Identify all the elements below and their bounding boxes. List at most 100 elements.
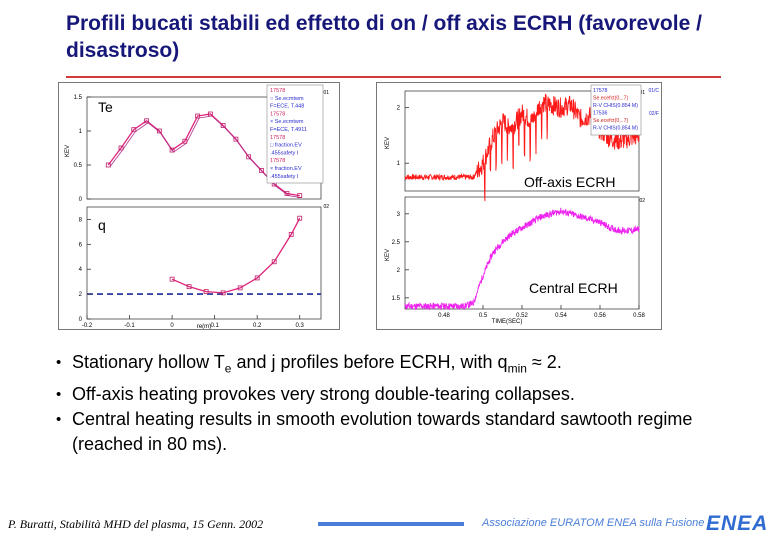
q-data-point bbox=[297, 215, 303, 221]
left-legend-entry: F=ECE, T.4911 bbox=[270, 127, 307, 133]
right-legend-box bbox=[590, 84, 642, 136]
left-legend-entry: × fraction.EV bbox=[270, 166, 302, 172]
left-panel-tag: 02 bbox=[323, 204, 329, 210]
te-y-tick-label: 1.5 bbox=[74, 95, 83, 101]
left-legend-entry: F=ECE, T.448 bbox=[270, 104, 304, 110]
te-data-point bbox=[297, 193, 303, 198]
te-y-tick-label: 1 bbox=[79, 129, 83, 135]
right-legend-entry: 17536 bbox=[593, 111, 608, 117]
x-tick-label: 0.2 bbox=[253, 323, 262, 329]
left-profile-plot: 1.5 1 0.5 0 KEV 8 6 4 2 0 -0.2 -0.1 0 0.1 0.2 0.3 re(m) 0… bbox=[58, 82, 340, 330]
time-tick-label: 0.56 bbox=[594, 313, 606, 319]
te-data-point bbox=[169, 147, 175, 153]
te-data-point bbox=[246, 154, 252, 160]
title-underline bbox=[66, 76, 721, 78]
left-legend-entry: .455safety I bbox=[270, 174, 299, 180]
bullet-item-2: Off-axis heating provokes very strong do… bbox=[56, 382, 756, 407]
x-tick-label: -0.1 bbox=[124, 323, 135, 329]
left-panel-tag: 01 bbox=[323, 90, 329, 96]
top-y-tick-label: 2 bbox=[397, 106, 401, 112]
right-legend-entry: Se.ecefct(0,..7) bbox=[593, 118, 628, 124]
q-y-tick-label: 0 bbox=[79, 317, 83, 323]
q-y-tick-label: 4 bbox=[79, 267, 83, 273]
te-data-point bbox=[156, 128, 162, 134]
x-tick-label: -0.2 bbox=[82, 323, 93, 329]
bottom-y-axis-label: KEV bbox=[385, 249, 391, 261]
q-curve bbox=[171, 217, 301, 294]
bottom-y-tick-label: 2.5 bbox=[392, 240, 401, 246]
time-tick-label: 0.58 bbox=[633, 313, 645, 319]
central-signal bbox=[404, 207, 640, 311]
right-panel-tag: 02 bbox=[639, 198, 645, 204]
left-legend-entry: 17578 bbox=[270, 135, 285, 141]
te-data-point bbox=[284, 191, 290, 196]
time-tick-label: 0.52 bbox=[516, 313, 528, 319]
time-tick-label: 0.5 bbox=[479, 313, 488, 319]
right-plot-svg: 2 1 KEV 3 2.5 2 1.5 KEV 0.48 0.5 0.52 0.54 0.56 0.58 T… bbox=[385, 84, 659, 325]
q-data-point bbox=[237, 285, 243, 291]
bottom-y-tick-label: 2 bbox=[397, 268, 401, 274]
te-data-point bbox=[118, 145, 124, 151]
left-legend-entry: ○ Se.ecmtwm bbox=[270, 96, 304, 102]
time-tick-label: 0.54 bbox=[555, 313, 567, 319]
te-data-point bbox=[207, 111, 213, 117]
footer-divider bbox=[318, 522, 464, 526]
te-y-tick-label: 0 bbox=[79, 197, 83, 203]
central-series bbox=[404, 207, 640, 311]
bullet-list: Stationary hollow Te and j profiles befo… bbox=[56, 350, 756, 457]
te-y-tick-label: 0.5 bbox=[74, 163, 83, 169]
right-legend-entry: R-V CHIS(0.854 M) bbox=[593, 126, 638, 132]
right-legend-tag: 01/C bbox=[648, 88, 659, 94]
q-data-point bbox=[220, 290, 226, 296]
time-tick-label: 0.48 bbox=[438, 313, 450, 319]
top-y-tick-label: 1 bbox=[397, 161, 401, 167]
te-y-axis-label: KEV bbox=[65, 145, 71, 157]
left-legend-entry: 17578 bbox=[270, 88, 285, 94]
right-legend-entry: R-V CHIS(0.854 M) bbox=[593, 103, 638, 109]
q-data-point bbox=[186, 284, 192, 290]
te-data-point bbox=[195, 113, 201, 119]
bottom-y-tick-label: 1.5 bbox=[392, 296, 401, 302]
right-legend-tag: 02/F bbox=[649, 111, 659, 117]
q-label: q bbox=[96, 217, 108, 233]
enea-logo: ENEA bbox=[706, 512, 769, 535]
left-legend-entry: 17578 bbox=[270, 111, 285, 117]
te-data-point bbox=[144, 118, 149, 124]
left-legend-entry: .455safety I bbox=[270, 150, 299, 156]
bullet-item-1: Stationary hollow Te and j profiles befo… bbox=[56, 350, 756, 382]
footer-author: P. Buratti, Stabilità MHD del plasma, 15… bbox=[8, 517, 264, 531]
x-tick-label: 0.3 bbox=[296, 323, 305, 329]
q-data-point bbox=[288, 231, 294, 237]
x-tick-label: 0.1 bbox=[210, 323, 219, 329]
right-legend-entry: 17578 bbox=[593, 88, 608, 94]
te-data-point bbox=[105, 162, 111, 168]
q-data-point bbox=[169, 276, 175, 282]
top-y-axis-label: KEV bbox=[385, 137, 391, 149]
right-x-axis-label: TIME(SEC) bbox=[492, 319, 523, 325]
left-legend-entry: 17578 bbox=[270, 158, 285, 164]
central-ecrh-label: Central ECRH bbox=[527, 280, 620, 296]
off-axis-ecrh-label: Off-axis ECRH bbox=[522, 174, 618, 190]
te-data-point bbox=[182, 138, 188, 144]
te-data-point bbox=[233, 136, 239, 142]
q-frame bbox=[86, 206, 322, 320]
x-tick-label: 0 bbox=[170, 323, 174, 329]
q-data-point bbox=[271, 259, 277, 265]
footer-association: Associazione EURATOM ENEA sulla Fusione bbox=[482, 517, 705, 529]
q-y-tick-label: 2 bbox=[79, 292, 83, 298]
q-y-tick-label: 6 bbox=[79, 242, 83, 248]
te-label: Te bbox=[96, 99, 115, 115]
q-data-point bbox=[203, 289, 209, 295]
q-profile-series bbox=[169, 215, 303, 296]
te-data-point bbox=[131, 127, 137, 133]
right-legend-entry: Se.ecefct(0,..7) bbox=[593, 96, 628, 102]
te-data-point bbox=[259, 168, 264, 173]
left-legend-box bbox=[266, 84, 324, 184]
slide-title: Profili bucati stabili ed effetto di on … bbox=[66, 12, 702, 62]
left-x-axis-label: re(m) bbox=[197, 324, 211, 329]
q-data-point bbox=[254, 275, 260, 281]
